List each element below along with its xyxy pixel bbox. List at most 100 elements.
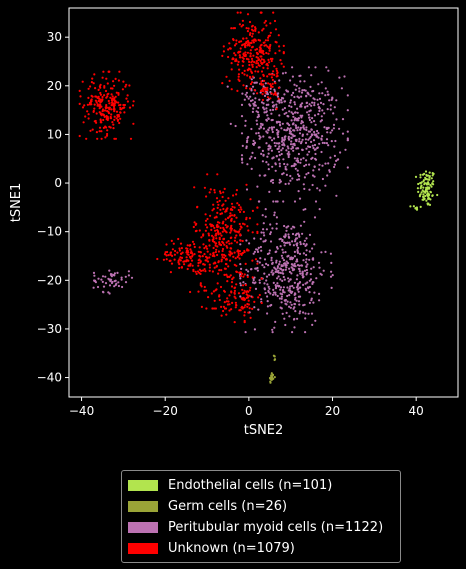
scatter-point bbox=[251, 307, 254, 310]
scatter-point bbox=[423, 197, 426, 200]
scatter-point bbox=[233, 27, 236, 30]
scatter-point bbox=[278, 181, 281, 184]
scatter-point bbox=[320, 115, 323, 118]
scatter-point bbox=[277, 135, 280, 139]
scatter-point bbox=[222, 50, 225, 53]
scatter-point bbox=[230, 290, 233, 293]
points-layer bbox=[78, 11, 439, 384]
scatter-point bbox=[263, 21, 266, 24]
scatter-point bbox=[223, 307, 227, 310]
scatter-point bbox=[123, 111, 126, 114]
scatter-point bbox=[227, 55, 230, 59]
scatter-point bbox=[300, 140, 303, 143]
scatter-point bbox=[259, 122, 263, 125]
scatter-point bbox=[290, 133, 293, 136]
scatter-point bbox=[120, 278, 123, 281]
scatter-point bbox=[316, 98, 319, 101]
scatter-point bbox=[271, 101, 274, 104]
scatter-point bbox=[170, 262, 174, 265]
scatter-point bbox=[320, 273, 323, 276]
scatter-point bbox=[431, 194, 434, 197]
scatter-point bbox=[204, 245, 208, 248]
scatter-point bbox=[208, 269, 211, 272]
scatter-point bbox=[298, 270, 301, 273]
scatter-point bbox=[221, 253, 224, 256]
scatter-point bbox=[269, 31, 272, 34]
scatter-point bbox=[280, 149, 283, 152]
scatter-point bbox=[281, 138, 284, 141]
scatter-point bbox=[299, 243, 302, 246]
scatter-point bbox=[93, 120, 96, 123]
scatter-point bbox=[297, 152, 300, 156]
scatter-point bbox=[258, 281, 261, 284]
scatter-point bbox=[240, 103, 244, 106]
scatter-point bbox=[239, 274, 243, 278]
scatter-point bbox=[242, 60, 245, 63]
scatter-point bbox=[289, 258, 292, 261]
scatter-point bbox=[289, 291, 292, 294]
scatter-point bbox=[156, 257, 159, 261]
scatter-point bbox=[236, 255, 239, 259]
scatter-point bbox=[244, 93, 247, 96]
scatter-point bbox=[204, 223, 207, 226]
scatter-point bbox=[422, 186, 425, 189]
scatter-point bbox=[275, 128, 278, 131]
scatter-point bbox=[230, 68, 233, 71]
scatter-point bbox=[259, 59, 262, 63]
scatter-point bbox=[110, 101, 114, 104]
scatter-point bbox=[274, 82, 277, 85]
scatter-point bbox=[94, 95, 97, 98]
scatter-point bbox=[255, 62, 258, 65]
scatter-point bbox=[305, 273, 308, 276]
scatter-point bbox=[335, 118, 338, 121]
scatter-point bbox=[219, 285, 223, 289]
scatter-point bbox=[258, 146, 261, 149]
scatter-point bbox=[281, 122, 284, 125]
scatter-point bbox=[102, 126, 105, 129]
scatter-point bbox=[268, 376, 272, 380]
scatter-point bbox=[171, 254, 174, 257]
scatter-point bbox=[281, 72, 285, 75]
scatter-point bbox=[256, 92, 259, 95]
scatter-point bbox=[318, 299, 321, 302]
scatter-point bbox=[275, 107, 278, 110]
scatter-point bbox=[217, 260, 220, 263]
scatter-point bbox=[254, 258, 258, 261]
scatter-point bbox=[216, 245, 219, 248]
scatter-point bbox=[277, 147, 280, 150]
scatter-point bbox=[269, 180, 273, 183]
scatter-point bbox=[249, 316, 252, 319]
x-tick-label: 40 bbox=[409, 404, 424, 418]
scatter-point bbox=[270, 59, 273, 63]
scatter-point bbox=[294, 292, 297, 296]
scatter-point bbox=[288, 241, 291, 244]
scatter-point bbox=[306, 263, 309, 266]
scatter-point bbox=[301, 148, 304, 151]
scatter-point bbox=[230, 224, 233, 227]
scatter-point bbox=[169, 259, 172, 262]
scatter-point bbox=[323, 126, 326, 129]
scatter-point bbox=[315, 277, 318, 280]
scatter-point bbox=[280, 101, 283, 104]
scatter-point bbox=[292, 164, 295, 167]
scatter-point bbox=[300, 95, 303, 98]
scatter-point bbox=[247, 299, 250, 302]
scatter-point bbox=[228, 215, 231, 218]
scatter-point bbox=[285, 89, 288, 92]
scatter-point bbox=[282, 200, 285, 203]
scatter-point bbox=[278, 263, 281, 266]
scatter-point bbox=[257, 296, 260, 299]
scatter-point bbox=[183, 260, 186, 263]
scatter-point bbox=[286, 262, 290, 265]
scatter-point bbox=[165, 254, 168, 257]
scatter-point bbox=[130, 276, 134, 279]
scatter-point bbox=[262, 127, 265, 130]
scatter-point bbox=[426, 186, 429, 189]
scatter-point bbox=[102, 291, 105, 294]
series-2 bbox=[92, 66, 349, 334]
scatter-point bbox=[242, 57, 245, 60]
scatter-point bbox=[344, 148, 347, 151]
scatter-point bbox=[320, 150, 323, 154]
scatter-point bbox=[266, 305, 269, 308]
scatter-point bbox=[215, 248, 218, 251]
